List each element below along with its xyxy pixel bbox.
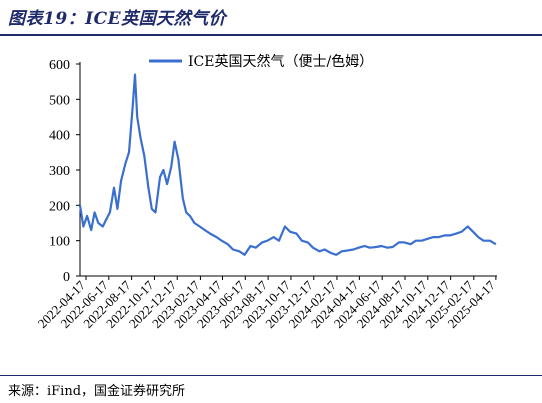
- y-tick-label: 100: [49, 235, 70, 250]
- line-chart: 01002003004005006002022-04-172022-06-172…: [35, 53, 499, 331]
- y-tick-label: 500: [49, 93, 70, 108]
- legend-label: ICE英国天然气（便士/色姆）: [188, 53, 373, 70]
- y-tick-label: 0: [63, 270, 70, 285]
- series-line-0: [78, 73, 497, 256]
- title-divider: [0, 34, 542, 36]
- y-tick-label: 400: [49, 129, 70, 144]
- source-note: 来源：iFind，国金证券研究所: [8, 384, 186, 399]
- chart-legend: ICE英国天然气（便士/色姆）: [149, 53, 373, 70]
- y-tick-label: 200: [49, 199, 70, 214]
- figure-title: 图表19：ICE英国天然气价: [8, 9, 227, 29]
- y-tick-label: 600: [49, 58, 70, 73]
- chart-axes: 01002003004005006002022-04-172022-06-172…: [35, 58, 499, 331]
- footer-divider: [0, 375, 542, 376]
- y-tick-label: 300: [49, 164, 70, 179]
- chart-series: [78, 73, 497, 256]
